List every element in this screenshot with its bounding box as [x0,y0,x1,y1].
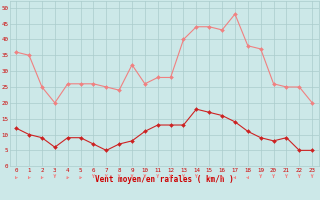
X-axis label: Vent moyen/en rafales ( km/h ): Vent moyen/en rafales ( km/h ) [95,175,234,184]
